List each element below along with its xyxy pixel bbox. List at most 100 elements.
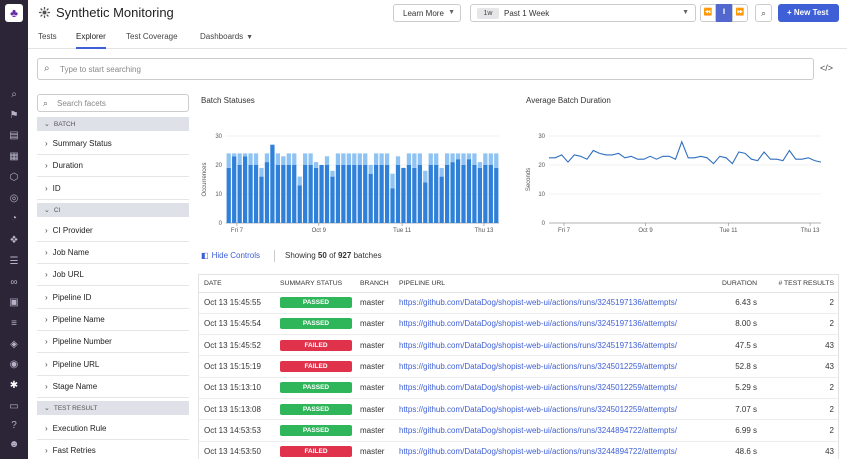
monitors-icon[interactable]: ◎ [9,193,19,204]
facet-id[interactable]: › ID [37,178,189,200]
synthetics-icon[interactable]: ✱ [9,380,19,391]
facet-job-name[interactable]: › Job Name [37,242,189,264]
notebooks-icon[interactable]: ∞ [10,277,18,288]
search-bar: ⌕ [37,58,814,80]
col-summary-status[interactable]: SUMMARY STATUS [275,275,355,293]
table-row[interactable]: Oct 13 15:45:54 PASSED master https://githu… [199,313,838,336]
col-pipeline-url[interactable]: PIPELINE URL [394,275,721,293]
ux-monitoring-icon[interactable]: ◉ [9,359,19,370]
new-test-button[interactable]: + New Test [778,4,839,22]
cell-branch: master [355,313,394,336]
chat-icon[interactable]: ▭ [9,401,19,412]
cell-test-results: 43 [763,441,838,459]
bar-failed [335,153,341,165]
table-row[interactable]: Oct 13 15:13:08 PASSED master https://githu… [199,398,838,421]
cell-branch: master [355,419,394,442]
facet-execution-rule[interactable]: › Execution Rule [37,418,189,440]
events-icon[interactable]: ▤ [9,130,19,141]
facet-group-test-result[interactable]: ⌄ TEST RESULT [37,401,189,415]
cell-pipeline-url[interactable]: https://github.com/DataDog/shopist-web-u… [394,313,721,336]
hide-controls-button[interactable]: ◧ Hide Controls [201,251,260,260]
chevron-right-icon: › [45,337,48,346]
logs-icon[interactable]: ▣ [9,297,19,308]
facet-fast-retries[interactable]: › Fast Retries [37,440,189,459]
facet-pipeline-id[interactable]: › Pipeline ID [37,287,189,309]
cell-pipeline-url[interactable]: https://github.com/DataDog/shopist-web-u… [394,292,721,314]
facet-ci-provider[interactable]: › CI Provider [37,220,189,242]
cell-pipeline-url[interactable]: https://github.com/DataDog/shopist-web-u… [394,377,721,399]
col-test-results[interactable]: # TEST RESULTS [763,275,838,293]
facet-stage-name[interactable]: › Stage Name [37,376,189,398]
facet-search-input[interactable] [57,98,182,109]
cell-pipeline-url[interactable]: https://github.com/DataDog/shopist-web-u… [394,441,721,459]
chevron-right-icon: › [45,360,48,369]
user-avatar-icon[interactable]: ☻ [8,439,20,450]
pause-button[interactable]: ‖ [716,4,732,22]
bar-failed [374,153,379,165]
tab-dashboards[interactable]: Dashboards ▼ [200,32,253,49]
dashboards-icon[interactable]: ▦ [9,151,19,162]
apm-icon[interactable]: ☰ [9,256,19,267]
tab-test-coverage[interactable]: Test Coverage [126,32,178,41]
table-row[interactable]: Oct 13 14:53:50 FAILED master https://githu… [199,441,838,459]
security-icon[interactable]: ≡ [11,318,17,329]
facet-pipeline-name[interactable]: › Pipeline Name [37,309,189,331]
rewind-button[interactable]: ⏪ [700,4,716,22]
facet-label: Pipeline URL [52,360,100,369]
col-date[interactable]: DATE [199,275,275,293]
bar-passed [292,165,297,223]
table-row[interactable]: Oct 13 15:45:52 FAILED master https://githu… [199,334,838,357]
search-input[interactable] [60,63,760,76]
col-duration[interactable]: DURATION [721,275,763,293]
code-view-icon[interactable]: </> [820,63,834,73]
facet-group-batch[interactable]: ⌄ BATCH [37,117,189,131]
x-tick-label: Oct 9 [638,228,653,234]
facet-pipeline-url[interactable]: › Pipeline URL [37,354,189,376]
search-icon[interactable]: ⌕ [11,89,17,100]
cell-pipeline-url[interactable]: https://github.com/DataDog/shopist-web-u… [394,398,721,421]
left-nav: ♣ ⌕ ⚑ ▤ ▦ ⬡ ◎ ◔ ❖ ☰ ∞ ▣ ≡ ◈ ◉ ✱ ▭ ? ☻ [0,0,28,459]
facet-group-ci[interactable]: ⌄ CI [37,203,189,217]
bar-passed [308,165,313,223]
cell-pipeline-url[interactable]: https://github.com/DataDog/shopist-web-u… [394,355,721,378]
bar-failed [248,153,253,165]
learn-more-dropdown[interactable]: Learn More ▼ [393,4,461,22]
help-icon[interactable]: ? [11,420,17,431]
facet-summary-status[interactable]: › Summary Status [37,133,189,155]
table-row[interactable]: Oct 13 14:53:53 PASSED master https://githu… [199,419,838,442]
search-icon[interactable]: ⌕ [755,4,772,22]
facet-job-url[interactable]: › Job URL [37,264,189,286]
integrations-icon[interactable]: ❖ [9,235,19,246]
y-tick-label: 0 [542,221,546,227]
bar-passed [242,156,248,223]
table-row[interactable]: Oct 13 15:13:10 PASSED master https://githu… [199,377,838,399]
bar-failed [434,153,439,165]
facet-duration[interactable]: › Duration [37,155,189,177]
bar-passed [379,165,384,223]
bar-failed [264,153,270,163]
tab-tests[interactable]: Tests [38,32,57,41]
shield-icon[interactable]: ◈ [10,339,18,350]
cell-pipeline-url[interactable]: https://github.com/DataDog/shopist-web-u… [394,334,721,357]
chevron-right-icon: › [45,184,48,193]
y-axis-label: Occurrences [202,162,208,196]
dog-logo-icon[interactable]: ♣ [5,4,23,22]
hide-controls-label: Hide Controls [211,251,261,260]
metrics-icon[interactable]: ◔ [10,213,18,224]
bar-passed [455,159,461,223]
cell-summary-status: PASSED [275,398,355,421]
table-row[interactable]: Oct 13 15:45:55 PASSED master https://githu… [199,292,838,314]
infrastructure-icon[interactable]: ⬡ [9,172,19,183]
bar-passed [330,176,335,223]
watchdog-icon[interactable]: ⚑ [9,110,19,121]
fast-forward-button[interactable]: ⏩ [732,4,748,22]
time-range-picker[interactable]: 1w Past 1 Week ▼ [470,4,696,22]
cell-test-results: 2 [763,313,838,336]
facet-pipeline-number[interactable]: › Pipeline Number [37,331,189,353]
col-branch[interactable]: BRANCH [355,275,394,293]
table-row[interactable]: Oct 13 15:15:19 FAILED master https://githu… [199,355,838,378]
tab-explorer[interactable]: Explorer [76,32,106,49]
bar-passed [303,165,308,223]
page-title: Synthetic Monitoring [56,5,174,20]
cell-pipeline-url[interactable]: https://github.com/DataDog/shopist-web-u… [394,419,721,442]
